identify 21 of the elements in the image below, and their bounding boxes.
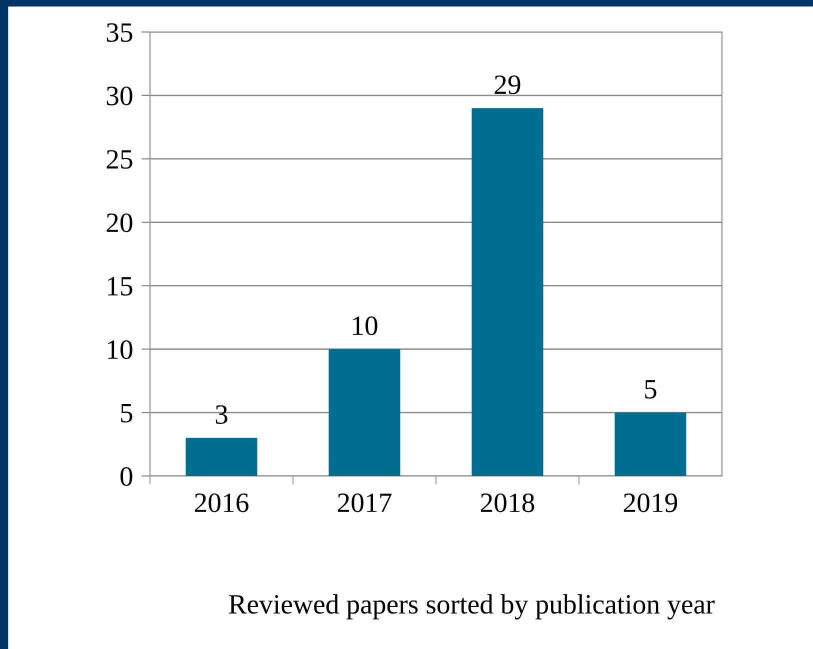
data-label: 3 <box>216 405 228 424</box>
x-tick-label: 2017 <box>338 493 392 512</box>
data-label: 5 <box>645 380 656 399</box>
data-label: 29 <box>494 75 520 94</box>
y-tick-label: 20 <box>106 213 132 232</box>
x-tick-label: 2016 <box>194 493 248 512</box>
x-tick-label: 2018 <box>480 493 534 512</box>
data-label: 10 <box>353 316 378 336</box>
text: Reviewed papers sorted by publication year <box>228 594 715 620</box>
bar <box>614 412 686 476</box>
y-tick-label: 0 <box>120 467 132 486</box>
y-tick-label: 30 <box>106 86 132 106</box>
y-tick-label: 35 <box>106 23 132 42</box>
bar <box>186 438 258 476</box>
y-tick-label: 25 <box>106 150 132 169</box>
y-tick-label: 5 <box>121 404 132 422</box>
y-tick-label: 10 <box>108 340 132 360</box>
y-tick-label: 15 <box>108 277 132 296</box>
x-tick-label: 2019 <box>624 493 678 512</box>
bar <box>328 349 400 476</box>
bar <box>472 108 544 476</box>
